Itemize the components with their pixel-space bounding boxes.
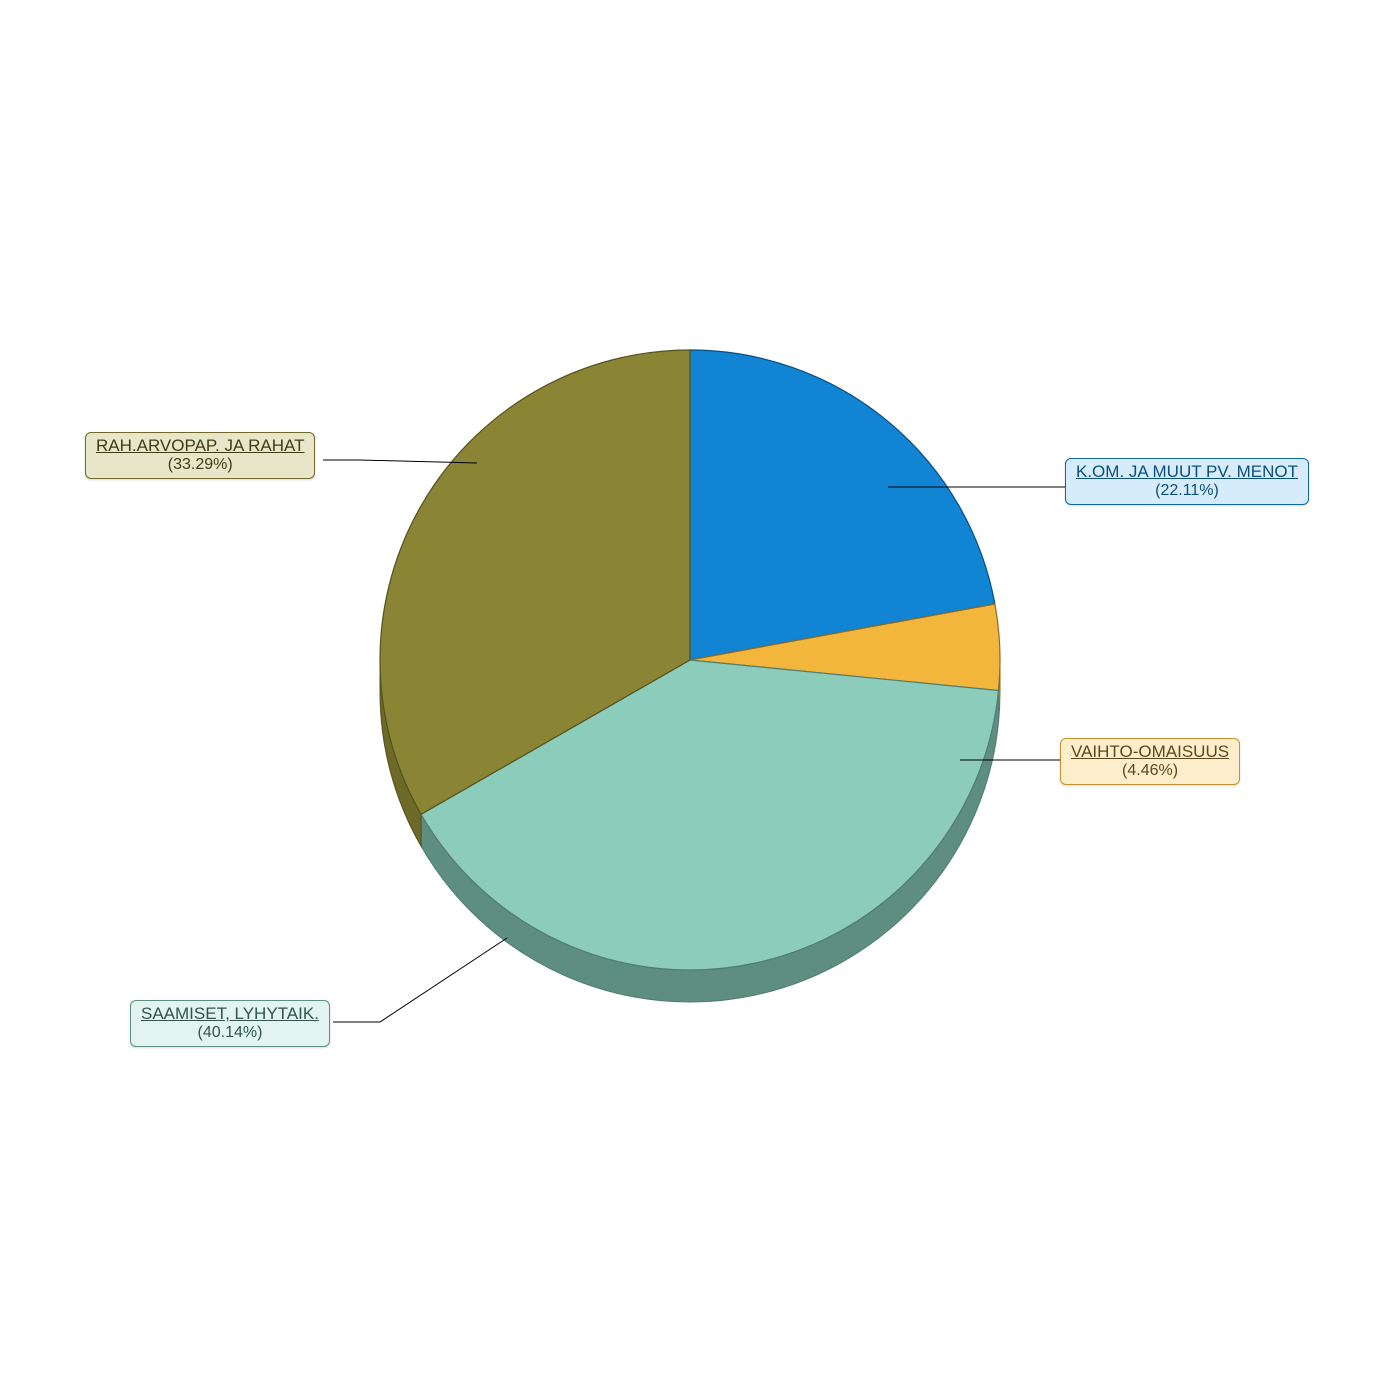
label-pct-vaihto: (4.46%) [1071,762,1229,780]
label-title-saamiset: SAAMISET, LYHYTAIK. [141,1004,319,1024]
pie-top [380,350,1000,970]
label-title-rah: RAH.ARVOPAP. JA RAHAT [96,436,304,456]
label-title-kom: K.OM. JA MUUT PV. MENOT [1076,462,1298,482]
label-pct-kom: (22.11%) [1076,482,1298,500]
pie-chart-svg [0,0,1380,1375]
pie-chart-stage: K.OM. JA MUUT PV. MENOT(22.11%) VAIHTO-OM… [0,0,1380,1375]
label-pct-saamiset: (40.14%) [141,1024,319,1042]
label-rah: RAH.ARVOPAP. JA RAHAT(33.29%) [85,432,315,479]
label-vaihto: VAIHTO-OMAISUUS(4.46%) [1060,738,1240,785]
label-kom: K.OM. JA MUUT PV. MENOT(22.11%) [1065,458,1309,505]
label-pct-rah: (33.29%) [96,456,304,474]
label-saamiset: SAAMISET, LYHYTAIK.(40.14%) [130,1000,330,1047]
label-title-vaihto: VAIHTO-OMAISUUS [1071,742,1229,762]
leader-saamiset [333,938,507,1022]
